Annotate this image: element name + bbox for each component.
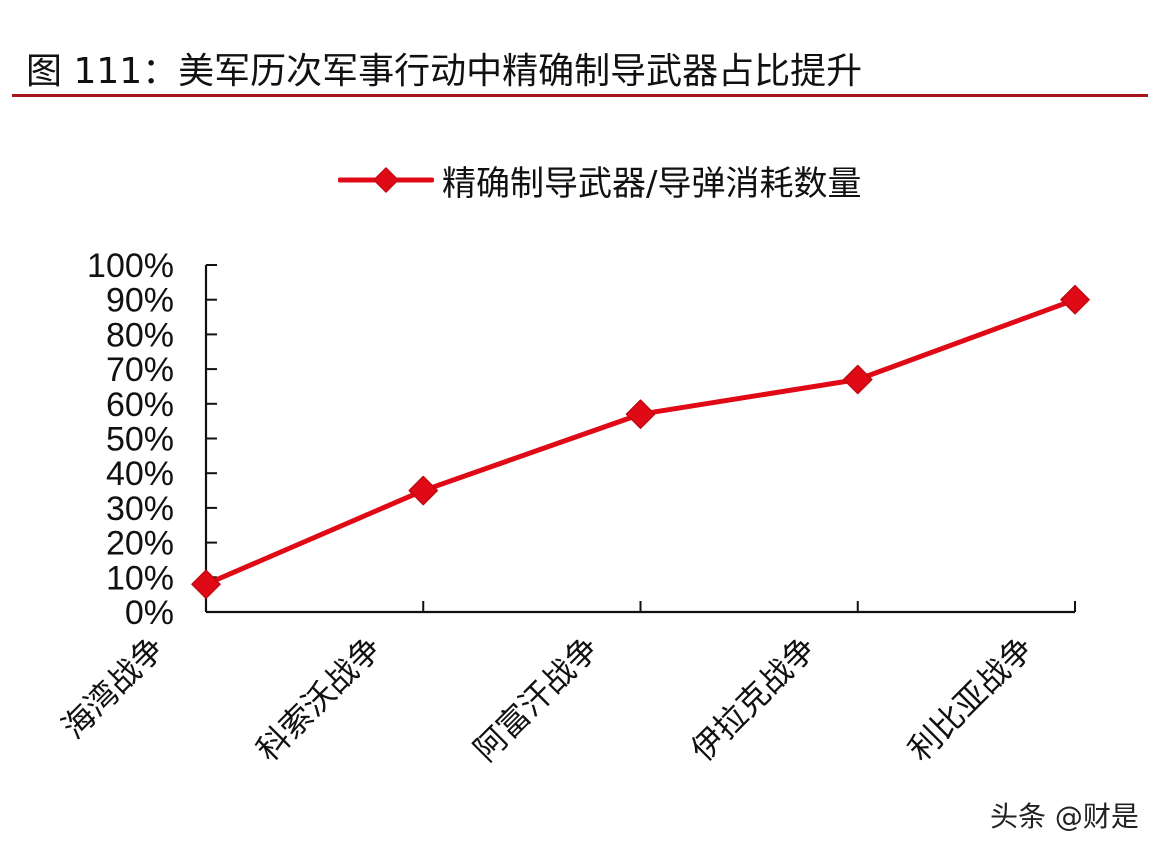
- y-tick-label: 60%: [106, 386, 174, 424]
- axes: [204, 264, 1076, 614]
- legend: 精确制导武器/导弹消耗数量: [337, 155, 862, 205]
- y-tick-label: 50%: [106, 421, 174, 459]
- y-tick-label: 100%: [87, 247, 174, 285]
- data-point-diamond-icon: [625, 399, 656, 429]
- x-tick-label: 海湾战争: [54, 629, 171, 746]
- y-tick-label: 80%: [106, 316, 174, 354]
- data-point-diamond-icon: [843, 364, 873, 395]
- chart-title: 图 111：美军历次军事行动中精确制导武器占比提升: [26, 51, 863, 92]
- x-tick-label: 伊拉克战争: [683, 629, 823, 769]
- legend-label: 精确制导武器/导弹消耗数量: [442, 163, 862, 204]
- x-tick-label: 阿富汗战争: [466, 629, 606, 769]
- data-point-diamond-icon: [408, 475, 438, 506]
- title-underline: [12, 94, 1148, 97]
- data-point-diamond-icon: [1060, 284, 1090, 315]
- x-tick-label: 利比亚战争: [901, 629, 1041, 769]
- y-tick-label: 30%: [106, 490, 174, 528]
- watermark: 头条 @财是: [990, 800, 1139, 833]
- series-line: [191, 284, 1090, 599]
- y-tick-label: 70%: [106, 351, 174, 389]
- y-tick-label: 0%: [125, 594, 174, 632]
- legend-line-diamond-icon: [337, 160, 435, 200]
- y-tick-label: 20%: [106, 525, 174, 563]
- y-axis-labels: 0%10%20%30%40%50%60%70%80%90%100%: [87, 247, 174, 632]
- y-tick-label: 90%: [106, 282, 174, 320]
- x-tick-label: 科索沃战争: [249, 629, 389, 769]
- series-polyline: [203, 297, 1078, 587]
- x-axis-labels: 海湾战争 科索沃战争 阿富汗战争 伊拉克战争 利比亚战争: [54, 629, 1040, 769]
- y-tick-label: 40%: [106, 455, 174, 493]
- y-tick-label: 10%: [106, 559, 174, 597]
- data-point-diamond-icon: [191, 569, 221, 599]
